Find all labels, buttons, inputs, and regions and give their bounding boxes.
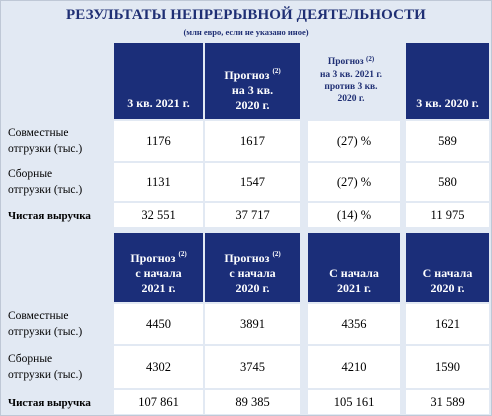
table1-cell: 1131 bbox=[114, 163, 203, 201]
table2-header-forecast-ytd-2020: Прогноз (2) с начала 2020 г. bbox=[205, 233, 300, 302]
table1-header-q3-2020: 3 кв. 2020 г. bbox=[406, 43, 489, 119]
table2-cell: 4302 bbox=[114, 346, 203, 388]
table2-cell: 4210 bbox=[308, 346, 400, 388]
table1-cell: 1547 bbox=[205, 163, 300, 201]
table1-corner bbox=[2, 43, 112, 119]
table2-header-ytd-2020: С начала 2020 г. bbox=[406, 233, 489, 302]
title-band: РЕЗУЛЬТАТЫ НЕПРЕРЫВНОЙ ДЕЯТЕЛЬНОСТИ (млн… bbox=[2, 2, 490, 42]
table2-cell: 4356 bbox=[308, 304, 400, 344]
table1-cell: 11 975 bbox=[406, 203, 489, 227]
table2-row-label-consolidated-shipments: Сборные отгрузки (тыс.) bbox=[2, 346, 112, 388]
table1-row-label-net-revenue: Чистая выручка bbox=[2, 203, 112, 227]
table1-cell: (14) % bbox=[308, 203, 400, 227]
table2-cell: 1590 bbox=[406, 346, 489, 388]
page-subtitle: (млн евро, если не указано иное) bbox=[183, 27, 309, 37]
table1-header-forecast-q3-2020: Прогноз (2) на 3 кв. 2020 г. bbox=[205, 43, 300, 119]
table2-cell: 4450 bbox=[114, 304, 203, 344]
table1-cell: 589 bbox=[406, 121, 489, 161]
table1-row-label-joint-shipments: Совместные отгрузки (тыс.) bbox=[2, 121, 112, 161]
table1-row-label-consolidated-shipments: Сборные отгрузки (тыс.) bbox=[2, 163, 112, 201]
table1-cell: 1617 bbox=[205, 121, 300, 161]
table1-header-forecast-change: Прогноз (2) на 3 кв. 2021 г. против 3 кв… bbox=[302, 43, 400, 119]
table2-header-forecast-ytd-2021: Прогноз (2) с начала 2021 г. bbox=[114, 233, 203, 302]
table2-cell: 89 385 bbox=[205, 390, 300, 414]
table1-header-q3-2021: 3 кв. 2021 г. bbox=[114, 43, 203, 119]
table2-cell: 107 861 bbox=[114, 390, 203, 414]
table1-cell: 37 717 bbox=[205, 203, 300, 227]
page-title: РЕЗУЛЬТАТЫ НЕПРЕРЫВНОЙ ДЕЯТЕЛЬНОСТИ bbox=[66, 7, 426, 23]
table1-cell: (27) % bbox=[308, 121, 400, 161]
table2-row-label-net-revenue: Чистая выручка bbox=[2, 390, 112, 414]
table2-cell: 3891 bbox=[205, 304, 300, 344]
table2-cell: 105 161 bbox=[308, 390, 400, 414]
table1-cell: (27) % bbox=[308, 163, 400, 201]
table2-header-ytd-2021: С начала 2021 г. bbox=[308, 233, 400, 302]
table2-cell: 3745 bbox=[205, 346, 300, 388]
table2-corner bbox=[2, 233, 112, 302]
table2-cell: 31 589 bbox=[406, 390, 489, 414]
table1-cell: 580 bbox=[406, 163, 489, 201]
table2-cell: 1621 bbox=[406, 304, 489, 344]
table1-cell: 32 551 bbox=[114, 203, 203, 227]
table1-cell: 1176 bbox=[114, 121, 203, 161]
table2-row-label-joint-shipments: Совместные отгрузки (тыс.) bbox=[2, 304, 112, 344]
